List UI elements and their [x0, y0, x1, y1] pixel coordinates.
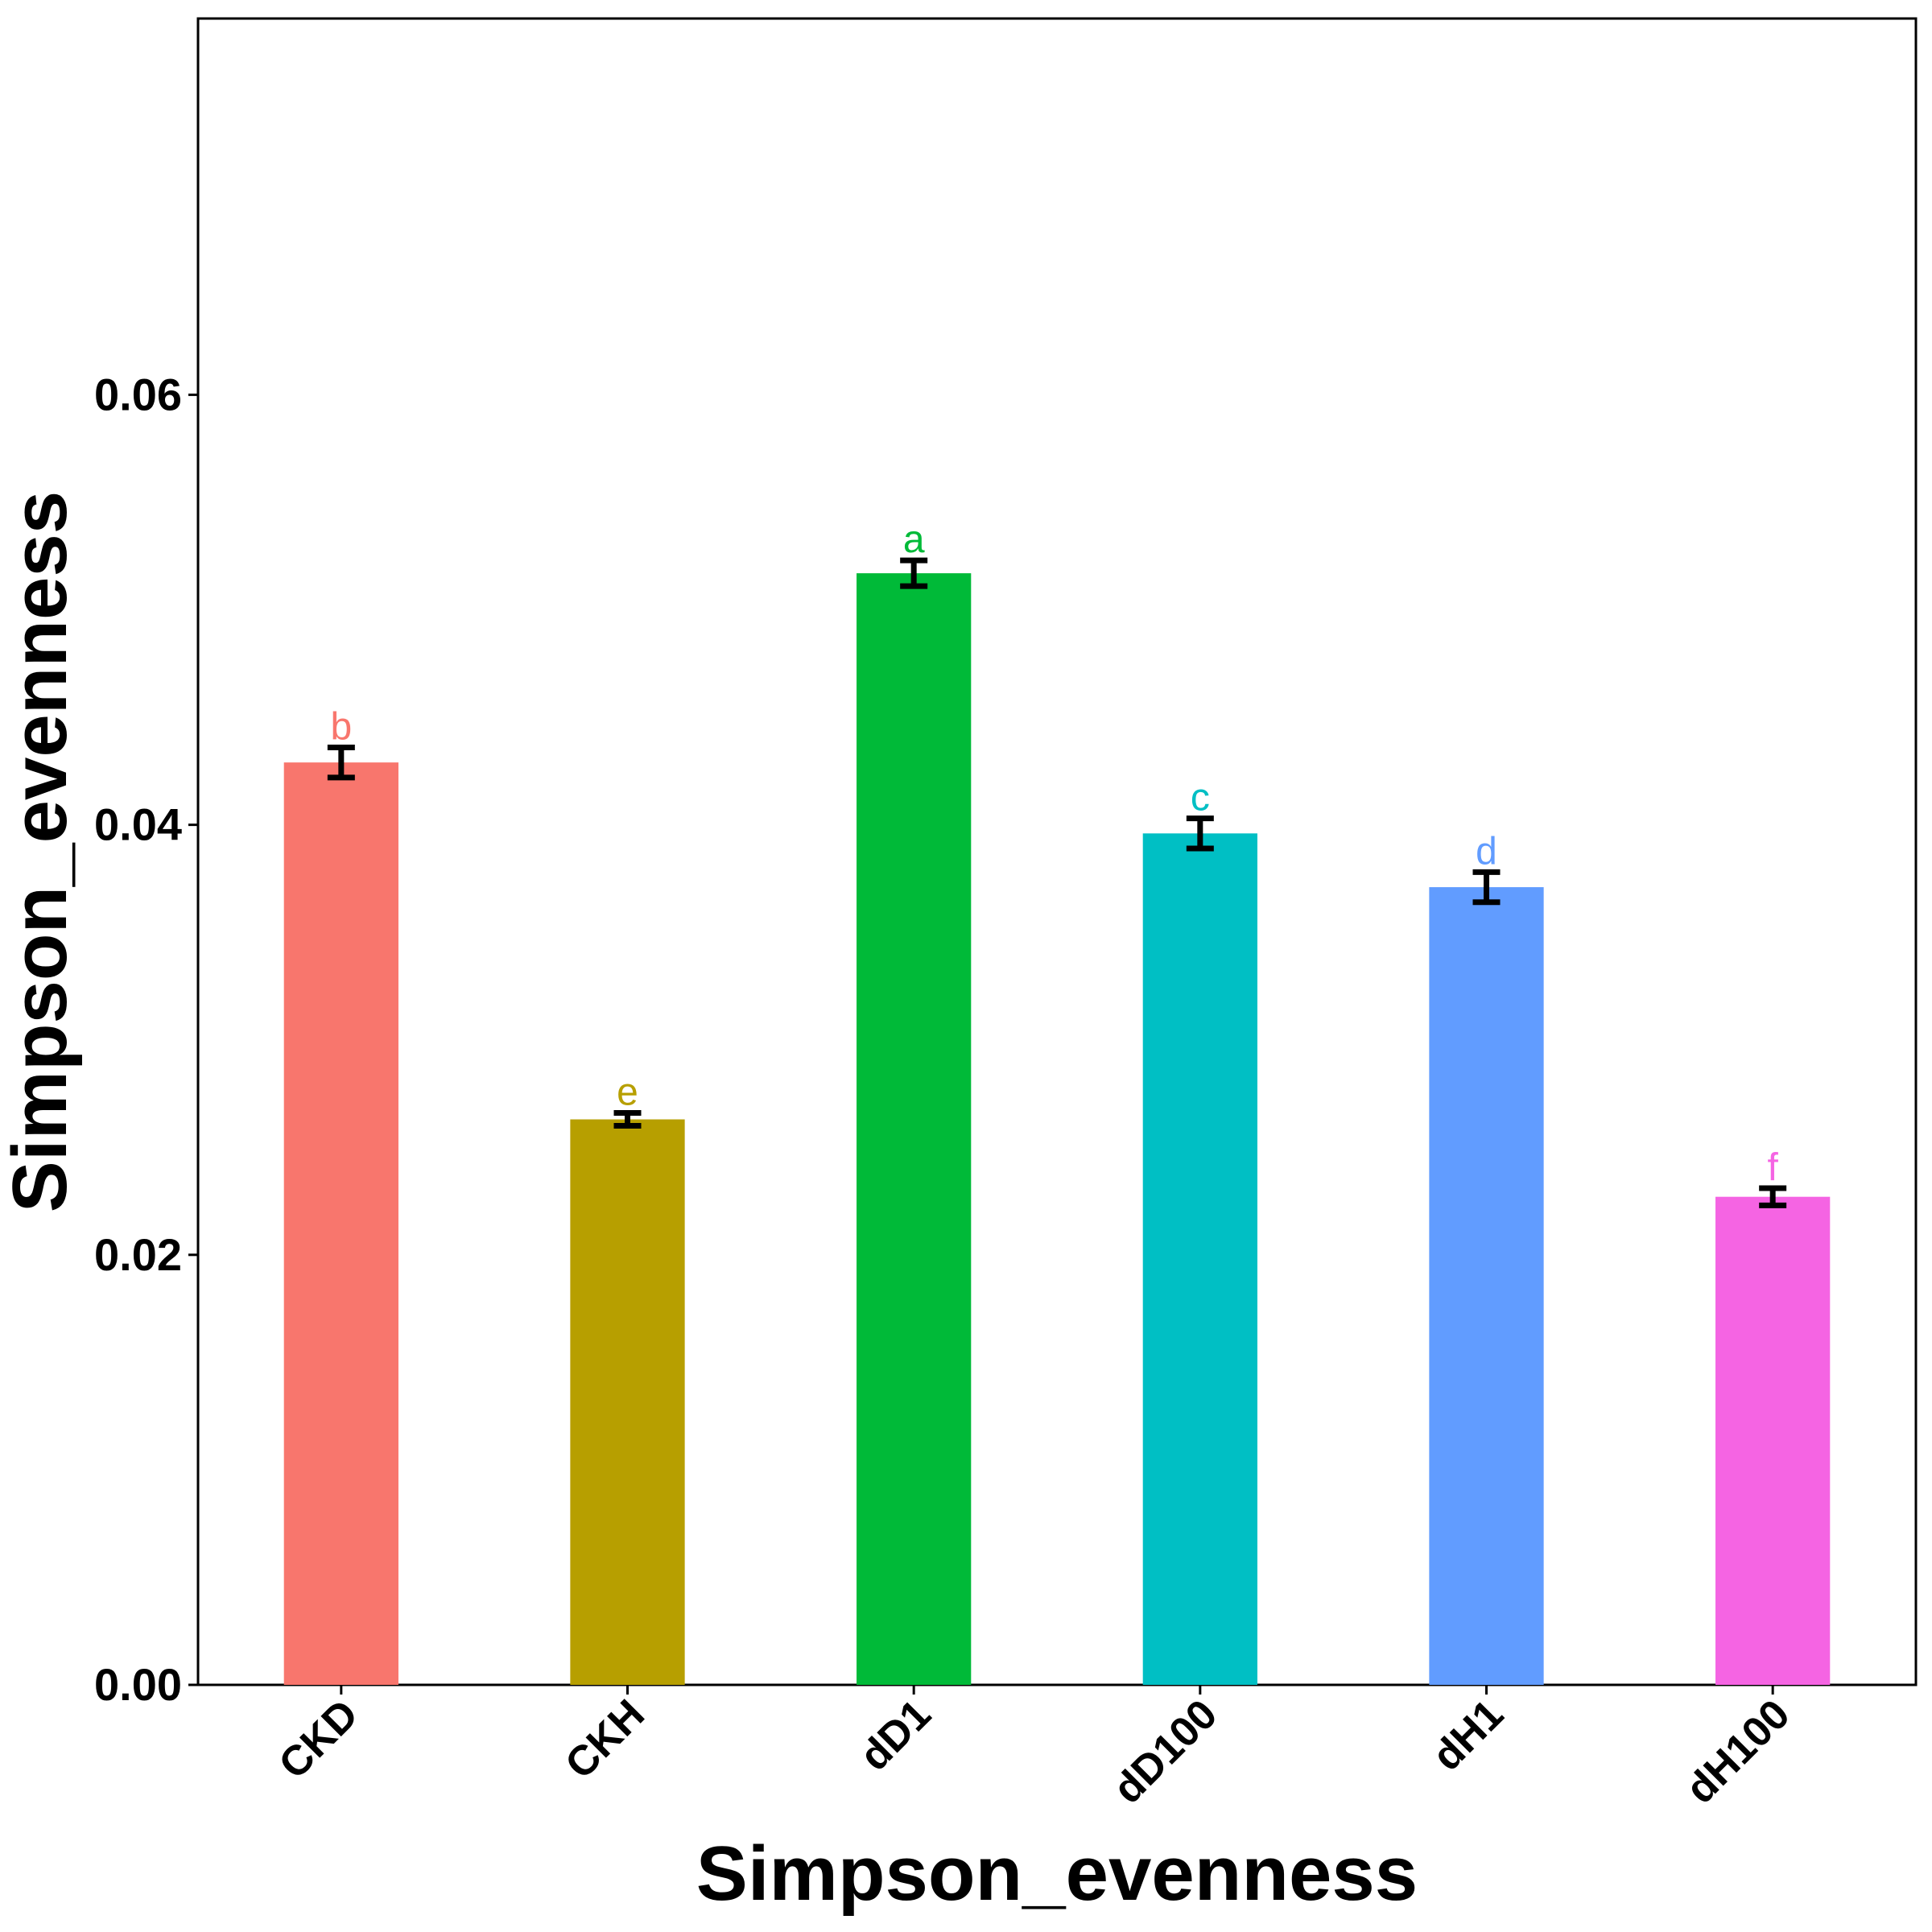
error-bar-dH100	[1759, 1185, 1787, 1208]
significance-label-dH1: d	[1476, 830, 1497, 873]
x-tick-label-dH100: dH100	[1677, 1690, 1798, 1812]
x-tick-label-dH1: dH1	[1423, 1690, 1512, 1779]
bar-dD100	[1142, 833, 1257, 1685]
plot-panel	[196, 17, 1918, 1686]
error-bar-dD100	[1186, 815, 1214, 852]
y-tick-label: 0.06	[94, 369, 182, 419]
significance-label-CKH: e	[617, 1071, 638, 1114]
y-axis-title: Simpson_evenness	[0, 491, 83, 1212]
bars: b e a c d f	[283, 518, 1831, 1686]
bar-dH1	[1429, 887, 1544, 1685]
bar-CKH	[570, 1119, 685, 1685]
significance-label-dD100: c	[1191, 777, 1210, 819]
bar-CKD	[283, 762, 398, 1686]
significance-label-dH100: f	[1767, 1146, 1778, 1189]
x-tick-label-dD1: dD1	[851, 1690, 939, 1779]
x-tick-label-dD100: dD100	[1104, 1690, 1226, 1812]
y-tick-label: 0.00	[94, 1659, 182, 1710]
y-axis: 0.00 0.02 0.04 0.06	[94, 369, 198, 1710]
y-tick-label: 0.02	[94, 1229, 182, 1280]
error-bar-dH1	[1472, 869, 1501, 906]
x-axis: CKD CKH dD1 dD100 dH1 dH100	[270, 1685, 1799, 1813]
x-tick-label-CKD: CKD	[270, 1690, 368, 1788]
significance-label-dD1: a	[903, 518, 925, 561]
error-bar-CKH	[613, 1110, 642, 1129]
error-bar-CKD	[327, 744, 355, 781]
bar-dD1	[857, 573, 972, 1686]
y-tick-label: 0.04	[94, 799, 182, 850]
x-axis-title: Simpson_evenness	[696, 1831, 1418, 1917]
bar-dH100	[1715, 1196, 1831, 1685]
error-bar-dD1	[900, 557, 928, 589]
x-tick-label-CKH: CKH	[556, 1690, 654, 1788]
significance-label-CKD: b	[330, 705, 352, 748]
